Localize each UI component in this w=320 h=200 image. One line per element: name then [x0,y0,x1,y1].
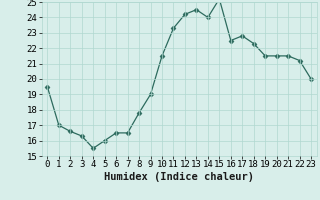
X-axis label: Humidex (Indice chaleur): Humidex (Indice chaleur) [104,172,254,182]
